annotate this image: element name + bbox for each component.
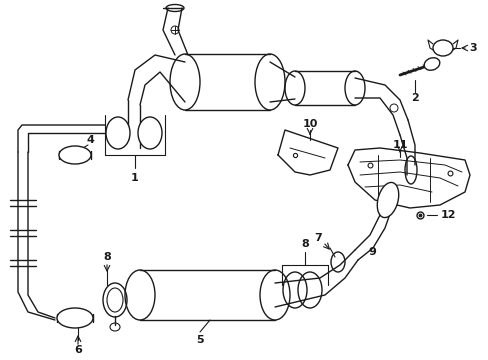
Text: 1: 1 bbox=[131, 173, 139, 183]
Text: 12: 12 bbox=[439, 210, 455, 220]
Text: 8: 8 bbox=[301, 239, 308, 249]
Ellipse shape bbox=[57, 308, 93, 328]
Text: 10: 10 bbox=[302, 119, 317, 129]
Text: 4: 4 bbox=[86, 135, 94, 145]
Text: 7: 7 bbox=[313, 233, 321, 243]
Ellipse shape bbox=[138, 117, 162, 149]
Text: 11: 11 bbox=[391, 140, 407, 150]
Ellipse shape bbox=[423, 58, 439, 70]
Ellipse shape bbox=[106, 117, 130, 149]
Text: 3: 3 bbox=[468, 43, 476, 53]
Ellipse shape bbox=[432, 40, 452, 56]
Text: 6: 6 bbox=[74, 345, 82, 355]
Text: 8: 8 bbox=[103, 252, 111, 262]
Text: 9: 9 bbox=[367, 247, 375, 257]
Text: 5: 5 bbox=[196, 335, 203, 345]
Ellipse shape bbox=[377, 183, 398, 217]
Ellipse shape bbox=[59, 146, 91, 164]
Text: 2: 2 bbox=[410, 93, 418, 103]
